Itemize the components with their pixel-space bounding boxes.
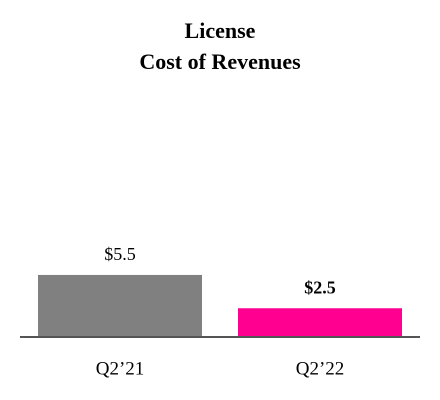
x-tick-label: Q2’21 [96, 358, 145, 379]
bar [38, 274, 202, 336]
value-label: $5.5 [104, 244, 136, 264]
value-label: $2.5 [304, 277, 336, 297]
bar [238, 308, 402, 336]
chart-title: License [185, 18, 256, 43]
chart-subtitle: Cost of Revenues [139, 49, 301, 74]
x-tick-label: Q2’22 [296, 358, 345, 379]
